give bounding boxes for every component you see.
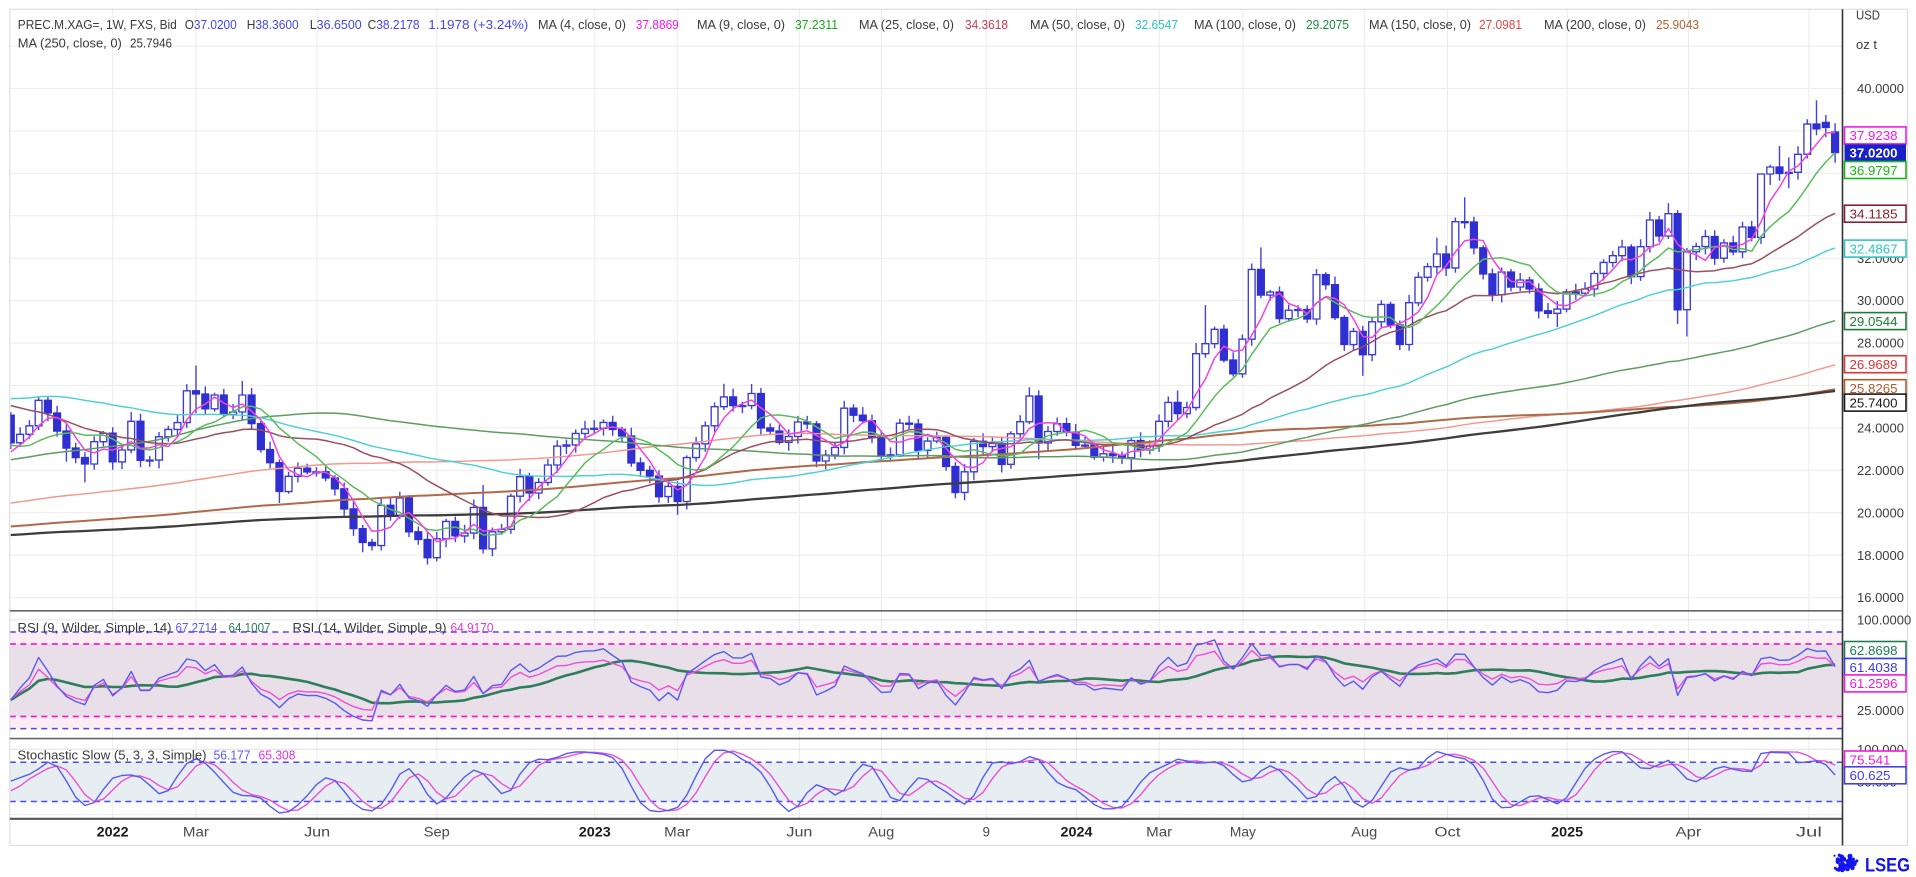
- svg-text:MA (25, close, 0): MA (25, close, 0): [859, 17, 954, 32]
- svg-text:100.0000: 100.0000: [1857, 613, 1911, 628]
- svg-text:25.9043: 25.9043: [1656, 17, 1699, 32]
- svg-text:36.9797: 36.9797: [1850, 163, 1898, 178]
- svg-text:Aug: Aug: [1351, 825, 1377, 840]
- svg-text:60.625: 60.625: [1850, 768, 1891, 783]
- svg-text:H38.3600: H38.3600: [247, 17, 299, 32]
- svg-text:61.4038: 61.4038: [1850, 660, 1898, 675]
- svg-text:25.7400: 25.7400: [1850, 395, 1898, 410]
- svg-text:MA (9, close, 0): MA (9, close, 0): [697, 17, 785, 32]
- svg-text:37.0200: 37.0200: [1850, 146, 1898, 161]
- svg-text:MA (200, close, 0): MA (200, close, 0): [1544, 17, 1646, 32]
- svg-text:32.6547: 32.6547: [1135, 17, 1178, 32]
- svg-text:Aug: Aug: [868, 825, 894, 840]
- svg-text:18.0000: 18.0000: [1857, 548, 1904, 563]
- svg-text:Jun: Jun: [786, 825, 812, 840]
- svg-text:Sep: Sep: [424, 825, 450, 840]
- svg-text:25.7946: 25.7946: [130, 36, 172, 51]
- svg-text:27.0981: 27.0981: [1479, 17, 1522, 32]
- svg-text:28.0000: 28.0000: [1857, 336, 1904, 351]
- svg-text:40.0000: 40.0000: [1857, 81, 1904, 96]
- svg-text:MA (250, close, 0): MA (250, close, 0): [18, 36, 122, 51]
- svg-text:2022: 2022: [97, 825, 129, 840]
- svg-text:29.2075: 29.2075: [1306, 17, 1349, 32]
- svg-text:37.9238: 37.9238: [1850, 128, 1898, 143]
- svg-text:Mar: Mar: [183, 825, 210, 840]
- svg-text:2024: 2024: [1061, 825, 1094, 840]
- svg-text:May: May: [1230, 825, 1256, 840]
- svg-text:61.2596: 61.2596: [1850, 676, 1898, 691]
- svg-text:1.1978 (+3.24%): 1.1978 (+3.24%): [428, 17, 528, 32]
- svg-text:62.8698: 62.8698: [1850, 643, 1898, 658]
- svg-text:RSI (14, Wilder, Simple, 9): RSI (14, Wilder, Simple, 9): [293, 620, 447, 635]
- svg-text:16.0000: 16.0000: [1857, 590, 1904, 605]
- svg-text:37.8869: 37.8869: [636, 17, 679, 32]
- svg-text:MA (150, close, 0): MA (150, close, 0): [1369, 17, 1471, 32]
- svg-text:25.8265: 25.8265: [1850, 381, 1898, 396]
- svg-text:22.0000: 22.0000: [1857, 463, 1904, 478]
- svg-text:34.1185: 34.1185: [1850, 207, 1898, 222]
- svg-text:34.3618: 34.3618: [965, 17, 1008, 32]
- svg-text:L36.6500: L36.6500: [310, 17, 362, 32]
- svg-text:20.0000: 20.0000: [1857, 505, 1904, 520]
- svg-text:29.0544: 29.0544: [1850, 314, 1898, 329]
- svg-text:30.0000: 30.0000: [1857, 293, 1904, 308]
- svg-text:USD: USD: [1856, 8, 1880, 23]
- svg-text:PREC.M.XAG=, 1W, FXS, Bid: PREC.M.XAG=, 1W, FXS, Bid: [18, 17, 177, 32]
- svg-text:Stochastic Slow (5, 3, 3, Simp: Stochastic Slow (5, 3, 3, Simple): [18, 747, 207, 762]
- svg-text:2025: 2025: [1551, 825, 1584, 840]
- svg-text:oz t: oz t: [1856, 37, 1877, 52]
- svg-text:MA (50, close, 0): MA (50, close, 0): [1030, 17, 1125, 32]
- svg-text:MA (4, close, 0): MA (4, close, 0): [538, 17, 626, 32]
- svg-text:MA (100, close, 0): MA (100, close, 0): [1194, 17, 1296, 32]
- svg-text:Apr: Apr: [1676, 825, 1703, 840]
- svg-text:64.1007: 64.1007: [229, 620, 271, 635]
- svg-text:RSI (9, Wilder, Simple, 14): RSI (9, Wilder, Simple, 14): [18, 620, 172, 635]
- svg-text:67.2714: 67.2714: [176, 620, 218, 635]
- svg-text:Jul: Jul: [1796, 825, 1822, 840]
- svg-text:37.2311: 37.2311: [795, 17, 838, 32]
- svg-text:32.4867: 32.4867: [1850, 241, 1898, 256]
- svg-text:26.9689: 26.9689: [1850, 357, 1898, 372]
- svg-text:Oct: Oct: [1435, 825, 1461, 840]
- svg-text:9: 9: [983, 825, 991, 840]
- svg-text:75.541: 75.541: [1850, 752, 1891, 767]
- svg-text:O37.0200: O37.0200: [185, 17, 237, 32]
- svg-text:C38.2178: C38.2178: [368, 17, 420, 32]
- svg-text:24.0000: 24.0000: [1857, 421, 1904, 436]
- svg-text:Mar: Mar: [1146, 825, 1173, 840]
- svg-text:25.0000: 25.0000: [1857, 703, 1904, 718]
- svg-text:65.308: 65.308: [259, 747, 296, 762]
- svg-text:Jun: Jun: [304, 825, 330, 840]
- svg-text:LSEG: LSEG: [1865, 855, 1910, 877]
- svg-text:Mar: Mar: [664, 825, 691, 840]
- svg-text:64.9170: 64.9170: [451, 620, 494, 635]
- svg-text:2023: 2023: [579, 825, 612, 840]
- svg-text:56.177: 56.177: [214, 747, 251, 762]
